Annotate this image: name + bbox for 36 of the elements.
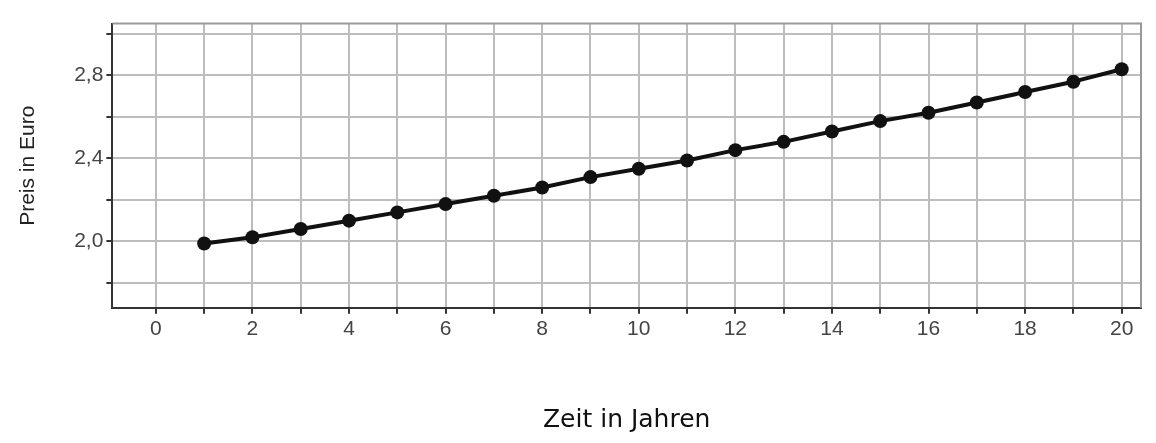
point <box>583 170 598 185</box>
point <box>1018 85 1033 100</box>
x-tick-label: 16 <box>916 316 941 340</box>
x-tick-label: 6 <box>439 316 452 340</box>
point <box>824 124 839 139</box>
point <box>631 161 646 176</box>
y-tick-label: 2,4 <box>74 145 104 169</box>
y-axis-title: Preis in Euro <box>15 105 39 226</box>
point <box>197 236 212 251</box>
x-tick-label: 10 <box>627 316 651 340</box>
point <box>486 188 501 203</box>
x-tick-label: 8 <box>536 316 549 340</box>
x-tick-label: 12 <box>723 316 748 340</box>
point <box>921 105 936 120</box>
point <box>1114 62 1129 77</box>
x-tick-label: 4 <box>343 316 356 340</box>
point <box>969 95 984 110</box>
y-tick-label: 2,0 <box>74 228 104 252</box>
x-tick-label: 14 <box>820 316 844 340</box>
y-tick-label: 2,8 <box>74 62 104 86</box>
point <box>438 197 453 212</box>
x-tick-label: 20 <box>1110 316 1134 340</box>
x-axis-title: Zeit in Jahren <box>542 403 711 433</box>
point <box>873 114 888 129</box>
x-tick-label: 0 <box>150 316 162 340</box>
point <box>342 213 357 228</box>
point <box>680 153 695 168</box>
point <box>390 205 405 220</box>
point <box>293 221 308 236</box>
x-tick-label: 18 <box>1013 316 1037 340</box>
point <box>728 143 743 158</box>
point <box>535 180 550 195</box>
x-tick-label: 2 <box>246 316 259 340</box>
point <box>1066 74 1081 89</box>
point <box>245 230 260 245</box>
point <box>776 134 791 149</box>
